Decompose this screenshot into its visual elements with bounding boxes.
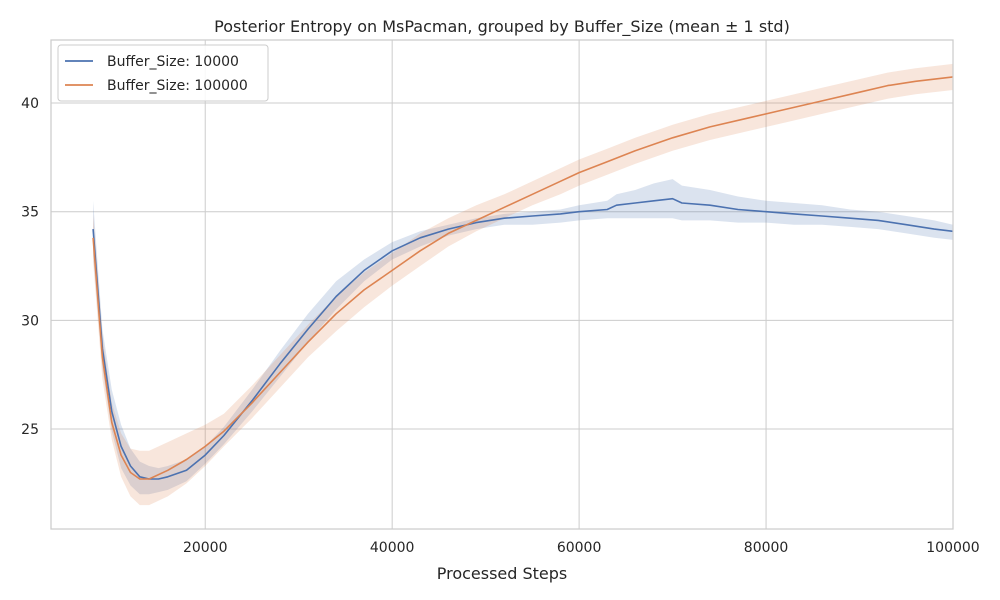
- x-tick-label: 80000: [744, 540, 789, 556]
- y-tick-label: 40: [21, 96, 39, 112]
- series-2-line: [92, 76, 954, 480]
- y-tick-label: 25: [21, 422, 39, 438]
- chart-title: Posterior Entropy on MsPacman, grouped b…: [214, 17, 790, 37]
- legend-label-2: Buffer_Size: 100000: [107, 78, 248, 94]
- legend: Buffer_Size: 10000 Buffer_Size: 100000: [57, 44, 269, 102]
- series-1-line: [92, 197, 954, 480]
- std-bands: [93, 63, 954, 506]
- x-axis-title: Processed Steps: [437, 564, 568, 583]
- x-tick-label: 40000: [370, 540, 415, 556]
- y-tick-label: 35: [21, 205, 39, 221]
- series-1-std-band: [93, 179, 954, 495]
- x-tick-label: 100000: [926, 540, 979, 556]
- legend-label-1: Buffer_Size: 10000: [107, 54, 239, 70]
- x-tick-label: 60000: [557, 540, 602, 556]
- series-lines: [92, 76, 954, 480]
- legend-box: [57, 44, 269, 102]
- x-tick-label: 20000: [183, 540, 228, 556]
- y-axis-ticks: 25 30 35 40: [21, 96, 39, 438]
- y-tick-label: 30: [21, 313, 39, 329]
- plot-frame: [50, 39, 954, 530]
- x-axis-ticks: 20000 40000 60000 80000 100000: [183, 540, 980, 556]
- series-2-std-band: [93, 63, 954, 506]
